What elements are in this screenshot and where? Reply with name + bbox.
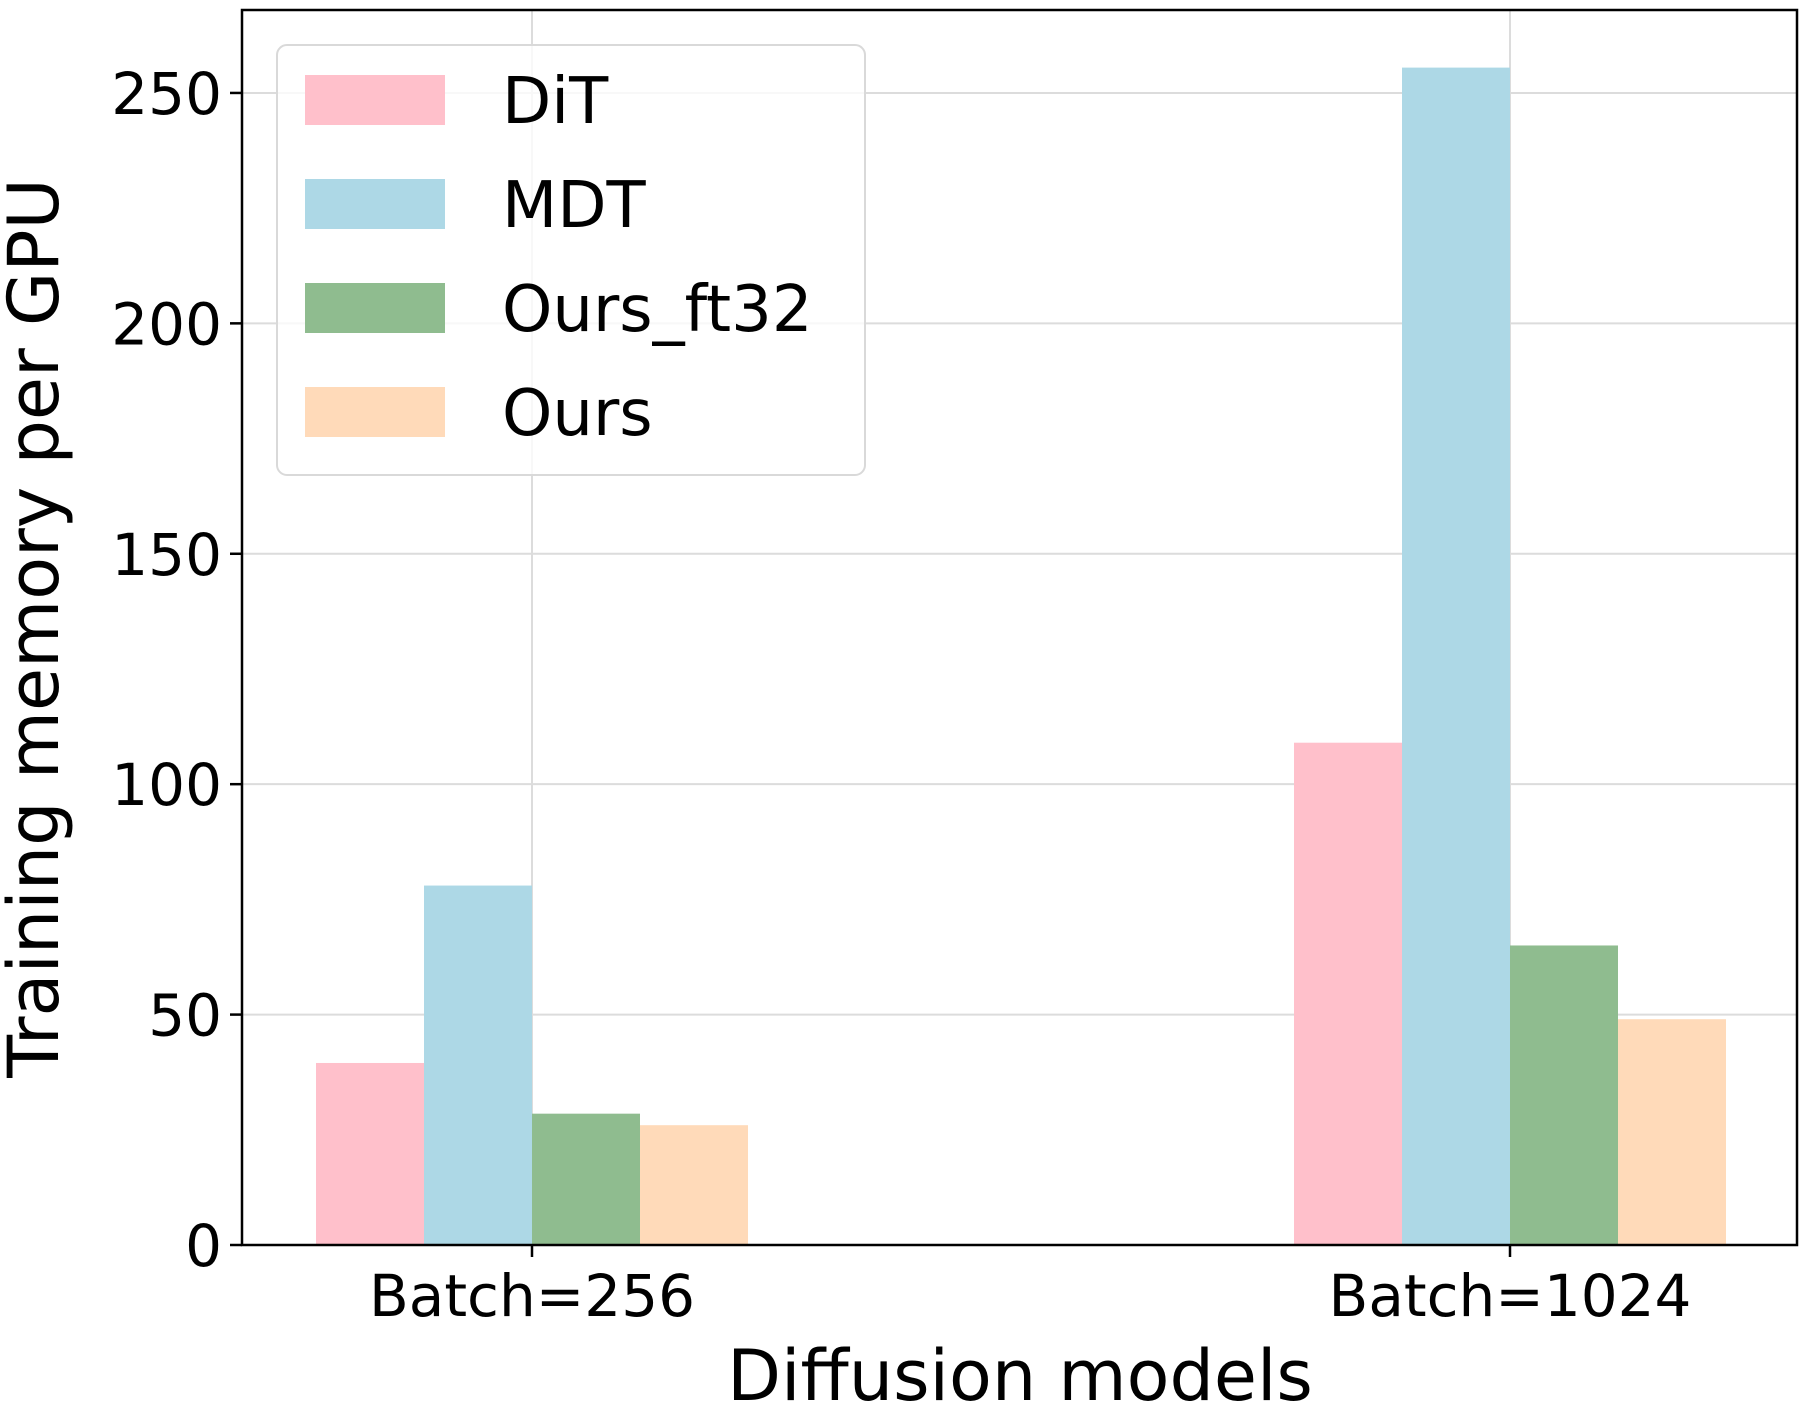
legend-swatch bbox=[305, 179, 445, 229]
bar-ours-ft32 bbox=[532, 1113, 640, 1245]
plot-frame bbox=[240, 8, 1799, 1247]
y-axis-label: Training memory per GPU bbox=[0, 178, 75, 1078]
legend-label: MDT bbox=[502, 169, 647, 243]
legend: DiT MDT Ours_ft32 Ours bbox=[276, 44, 866, 476]
legend-label: DiT bbox=[502, 65, 609, 139]
x-tick-label: Batch=256 bbox=[369, 1262, 695, 1330]
bar-ours bbox=[640, 1125, 748, 1245]
bar-dit bbox=[316, 1062, 424, 1245]
bar-mdt bbox=[1402, 67, 1510, 1245]
y-tick-label: 250 bbox=[111, 60, 222, 128]
axes bbox=[240, 8, 1799, 1247]
y-tick-label: 100 bbox=[111, 751, 222, 819]
bars bbox=[316, 67, 1726, 1245]
x-tick-label: Batch=1024 bbox=[1329, 1262, 1692, 1330]
legend-label: Ours bbox=[502, 377, 653, 451]
y-tick-label: 150 bbox=[111, 521, 222, 589]
bar-dit bbox=[1294, 742, 1402, 1245]
y-axis-ticks: 0 50 100 150 200 250 bbox=[111, 60, 242, 1280]
bar-ours bbox=[1618, 1019, 1726, 1245]
bar-ours-ft32 bbox=[1510, 945, 1618, 1245]
legend-swatch bbox=[305, 283, 445, 333]
y-tick-label: 50 bbox=[148, 982, 222, 1050]
y-tick-label: 200 bbox=[111, 290, 222, 358]
legend-swatch bbox=[305, 75, 445, 125]
legend-label: Ours_ft32 bbox=[502, 273, 813, 347]
legend-box bbox=[276, 44, 866, 476]
y-tick-label: 0 bbox=[185, 1212, 222, 1280]
x-axis-ticks: Batch=256 Batch=1024 bbox=[369, 1245, 1691, 1330]
bar-mdt bbox=[424, 885, 532, 1245]
legend-swatch bbox=[305, 387, 445, 437]
x-axis-label: Diffusion models bbox=[727, 1335, 1313, 1408]
